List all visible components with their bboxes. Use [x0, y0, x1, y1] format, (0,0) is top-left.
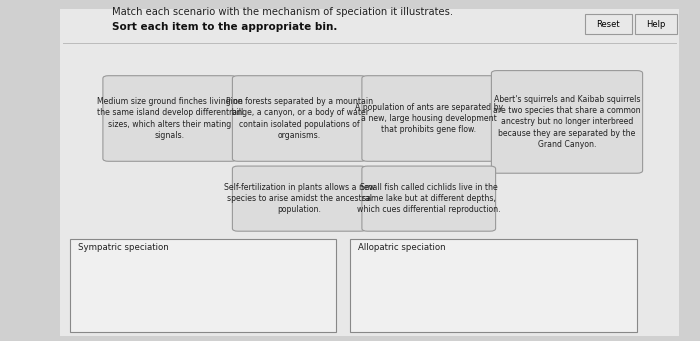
- FancyBboxPatch shape: [635, 14, 677, 34]
- FancyBboxPatch shape: [232, 166, 366, 231]
- FancyBboxPatch shape: [362, 76, 496, 161]
- FancyBboxPatch shape: [60, 9, 679, 336]
- Text: Sympatric speciation: Sympatric speciation: [78, 243, 169, 252]
- Text: Pine forests separated by a mountain
range, a canyon, or a body of water
contain: Pine forests separated by a mountain ran…: [225, 97, 373, 140]
- Text: Small fish called cichlids live in the
same lake but at different depths,
which : Small fish called cichlids live in the s…: [357, 183, 500, 214]
- FancyBboxPatch shape: [491, 71, 643, 173]
- Text: Help: Help: [646, 20, 666, 29]
- Text: A population of ants are separated by
a new, large housing development
that proh: A population of ants are separated by a …: [355, 103, 503, 134]
- Text: Reset: Reset: [596, 20, 620, 29]
- FancyBboxPatch shape: [362, 166, 496, 231]
- FancyBboxPatch shape: [103, 76, 237, 161]
- Text: Abert's squirrels and Kaibab squirrels
are two species that share a common
ances: Abert's squirrels and Kaibab squirrels a…: [494, 95, 640, 149]
- FancyBboxPatch shape: [232, 76, 366, 161]
- FancyBboxPatch shape: [350, 239, 637, 332]
- Text: Sort each item to the appropriate bin.: Sort each item to the appropriate bin.: [112, 22, 337, 32]
- FancyBboxPatch shape: [70, 239, 336, 332]
- Text: Allopatric speciation: Allopatric speciation: [358, 243, 446, 252]
- Text: Medium size ground finches living on
the same island develop different bill
size: Medium size ground finches living on the…: [97, 97, 243, 140]
- Text: Self-fertilization in plants allows a new
species to arise amidst the ancestral
: Self-fertilization in plants allows a ne…: [224, 183, 374, 214]
- FancyBboxPatch shape: [584, 14, 632, 34]
- Text: Match each scenario with the mechanism of speciation it illustrates.: Match each scenario with the mechanism o…: [112, 7, 453, 17]
